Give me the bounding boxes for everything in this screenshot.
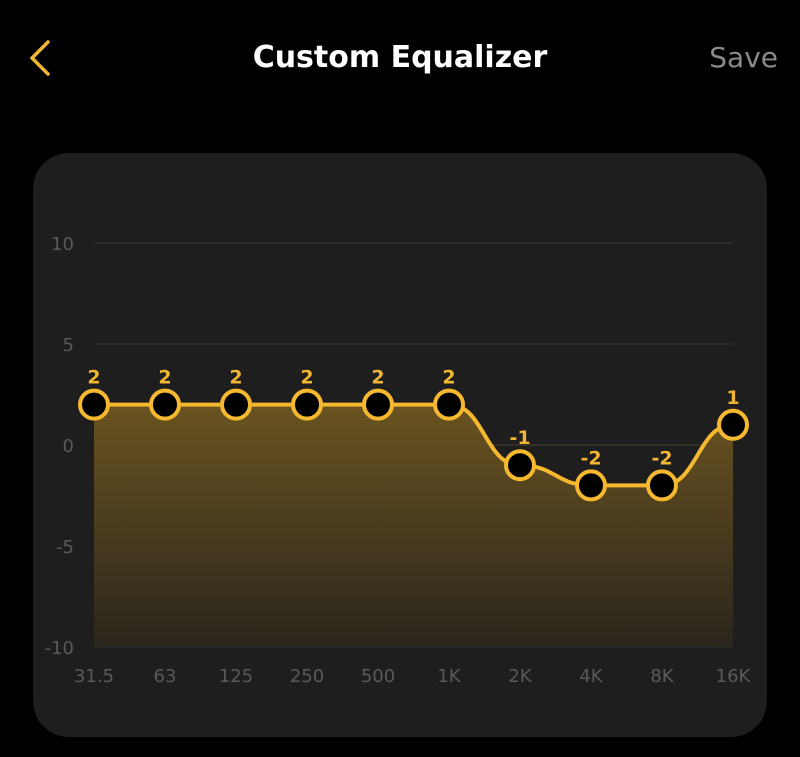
x-tick-label: 1K	[437, 666, 461, 687]
x-tick-label: 4K	[579, 666, 603, 687]
band-value-label: -2	[651, 447, 672, 469]
x-tick-label: 500	[361, 666, 395, 687]
band-handle[interactable]	[504, 449, 536, 482]
y-tick-label: 5	[63, 335, 74, 356]
band-value-label: 2	[229, 367, 242, 389]
band-value-label: 2	[87, 367, 100, 389]
back-button[interactable]	[24, 36, 64, 80]
area-fill	[94, 404, 733, 647]
band-handle[interactable]	[149, 388, 181, 421]
y-tick-label: -10	[45, 638, 74, 659]
band-handle[interactable]	[575, 469, 607, 502]
x-tick-label: 2K	[508, 666, 532, 687]
page-title: Custom Equalizer	[252, 40, 548, 75]
band-handle[interactable]	[717, 408, 749, 441]
band-handle[interactable]	[291, 388, 323, 421]
band-value-label: 2	[371, 367, 384, 389]
x-tick-label: 250	[290, 666, 324, 687]
x-tick-label: 63	[154, 666, 177, 687]
y-tick-label: 10	[51, 234, 74, 255]
x-tick-label: 125	[219, 666, 253, 687]
band-value-label: -1	[509, 427, 530, 449]
band-handle[interactable]	[220, 388, 252, 421]
band-value-label: 2	[300, 367, 313, 389]
band-handle[interactable]	[646, 469, 678, 502]
band-handle[interactable]	[78, 388, 110, 421]
save-button[interactable]: Save	[709, 41, 778, 74]
band-value-label: 2	[158, 367, 171, 389]
x-tick-label: 31.5	[74, 666, 114, 687]
band-value-label: -2	[580, 447, 601, 469]
band-value-label: 1	[726, 387, 739, 409]
band-value-label: 2	[442, 367, 455, 389]
x-tick-label: 16K	[716, 666, 752, 687]
y-tick-label: -5	[56, 537, 74, 558]
band-handle[interactable]	[362, 388, 394, 421]
chevron-left-icon	[30, 40, 50, 76]
x-tick-label: 8K	[650, 666, 674, 687]
band-handle[interactable]	[433, 388, 465, 421]
y-tick-label: 0	[63, 436, 74, 457]
